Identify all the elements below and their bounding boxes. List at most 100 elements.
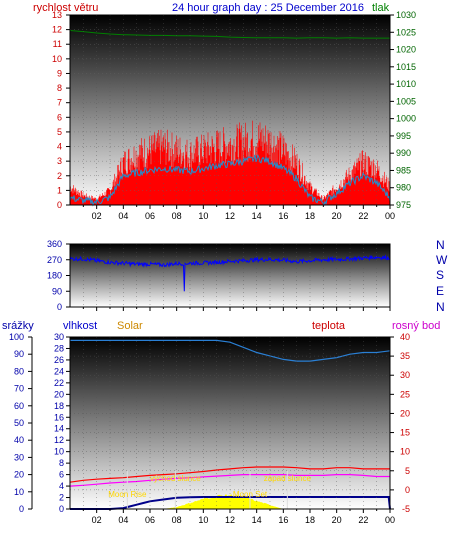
x-tick-label: 08 (172, 515, 182, 525)
direction-y-tick-label: 180 (47, 271, 62, 281)
humidity-y-tick-label: 18 (54, 401, 64, 411)
temp-y-tick-label: -5 (402, 504, 410, 514)
wind-y-tick-label: 7 (57, 98, 62, 108)
wind-y-tick-label: 13 (52, 10, 62, 20)
annotation-label: západ slunce (264, 474, 312, 483)
rain-y-tick-label: 20 (14, 470, 24, 480)
rain-y-tick-label: 50 (14, 418, 24, 428)
pressure-axis-label: tlak (372, 2, 390, 14)
panel-border (69, 14, 391, 206)
rain-y-tick-label: 100 (9, 332, 24, 342)
wind-y-tick-label: 4 (57, 142, 62, 152)
pressure-y-tick-label: 990 (396, 148, 411, 158)
temp-y-tick-label: 10 (400, 447, 410, 457)
x-tick-label: 14 (252, 211, 262, 221)
rain-y-tick-label: 80 (14, 366, 24, 376)
humidity-y-tick-label: 10 (54, 447, 64, 457)
x-tick-label: 16 (278, 211, 288, 221)
wind-y-tick-label: 1 (57, 185, 62, 195)
humidity-y-tick-label: 30 (54, 332, 64, 342)
dewpoint-axis-label: rosný bod (392, 320, 441, 332)
x-tick-label: 20 (332, 515, 342, 525)
rain-axis-label: srážky (2, 320, 34, 332)
wind-y-tick-label: 2 (57, 171, 62, 181)
humidity-axis-label: vlhkost (63, 320, 98, 332)
pressure-y-tick-label: 1000 (396, 114, 416, 124)
x-tick-label: 20 (332, 211, 342, 221)
direction-letter-n-top: N (436, 238, 445, 252)
humidity-y-tick-label: 16 (54, 412, 64, 422)
humidity-y-tick-label: 28 (54, 343, 64, 353)
temperature-axis-label: teplota (312, 320, 346, 332)
humidity-y-tick-label: 20 (54, 389, 64, 399)
wind-y-tick-label: 0 (57, 200, 62, 210)
humidity-y-tick-label: 4 (59, 481, 64, 491)
x-tick-label: 04 (118, 211, 128, 221)
rain-y-tick-label: 60 (14, 401, 24, 411)
temp-y-tick-label: 0 (405, 485, 410, 495)
direction-y-tick-label: 270 (47, 255, 62, 265)
humidity-y-tick-label: 0 (59, 504, 64, 514)
wind-y-tick-label: 10 (52, 54, 62, 64)
annotation-label: Moon Rise (108, 490, 147, 499)
wind-y-tick-label: 3 (57, 156, 62, 166)
x-tick-label: 22 (358, 515, 368, 525)
pressure-y-tick-label: 1025 (396, 27, 416, 37)
humidity-series (70, 339, 391, 362)
direction-letter-w: W (436, 253, 448, 267)
humidity-y-tick-label: 12 (54, 435, 64, 445)
x-tick-label: 18 (305, 515, 315, 525)
direction-y-tick-label: 90 (52, 286, 62, 296)
pressure-y-tick-label: 985 (396, 165, 411, 175)
x-tick-label: 12 (225, 515, 235, 525)
humidity-y-tick-label: 24 (54, 366, 64, 376)
rain-y-tick-label: 0 (19, 504, 24, 514)
pressure-y-tick-label: 1015 (396, 62, 416, 72)
wind-y-tick-label: 11 (53, 39, 62, 49)
x-tick-label: 02 (92, 211, 102, 221)
annotation-label: východ slunce (150, 474, 201, 483)
rain-y-tick-label: 30 (14, 452, 24, 462)
pressure-y-tick-label: 1005 (396, 96, 416, 106)
panel-border (69, 243, 391, 308)
x-tick-label: 10 (198, 515, 208, 525)
x-tick-label: 06 (145, 211, 155, 221)
pressure-y-tick-label: 1010 (396, 79, 416, 89)
direction-letter-n-bottom: N (436, 300, 445, 314)
annotation-label: Moon Set (233, 490, 268, 499)
wind-y-tick-label: 9 (57, 68, 62, 78)
humidity-y-tick-label: 22 (54, 378, 64, 388)
x-tick-label: 10 (198, 211, 208, 221)
wind-y-tick-label: 8 (57, 83, 62, 93)
direction-letter-e: E (436, 284, 445, 298)
temp-y-tick-label: 30 (400, 370, 410, 380)
panel-humidity-temperature (70, 337, 390, 509)
x-tick-label: 16 (278, 515, 288, 525)
wind-average-series (69, 154, 391, 207)
pressure-series (69, 30, 390, 39)
humidity-y-tick-label: 2 (59, 493, 64, 503)
wind-y-tick-label: 12 (52, 25, 62, 35)
temp-y-tick-label: 40 (400, 332, 410, 342)
wind-speed-axis-label: rychlost větru (33, 2, 99, 14)
pressure-y-tick-label: 975 (396, 200, 411, 210)
direction-y-tick-label: 360 (47, 239, 62, 249)
panel-border (69, 336, 391, 510)
x-tick-label: 00 (385, 515, 395, 525)
pressure-y-tick-label: 995 (396, 131, 411, 141)
temp-y-tick-label: 15 (400, 428, 410, 438)
rain-y-tick-label: 90 (14, 349, 24, 359)
temp-y-tick-label: 5 (405, 466, 410, 476)
pressure-y-tick-label: 1020 (396, 45, 416, 55)
x-tick-label: 12 (225, 211, 235, 221)
pressure-y-tick-label: 980 (396, 183, 411, 193)
panel-wind-direction (70, 244, 390, 307)
pressure-y-tick-label: 1030 (396, 10, 416, 20)
humidity-y-tick-label: 14 (54, 424, 64, 434)
x-tick-label: 14 (252, 515, 262, 525)
wind-y-tick-label: 6 (57, 112, 62, 122)
x-tick-label: 18 (305, 211, 315, 221)
x-tick-label: 06 (145, 515, 155, 525)
humidity-y-tick-label: 8 (59, 458, 64, 468)
